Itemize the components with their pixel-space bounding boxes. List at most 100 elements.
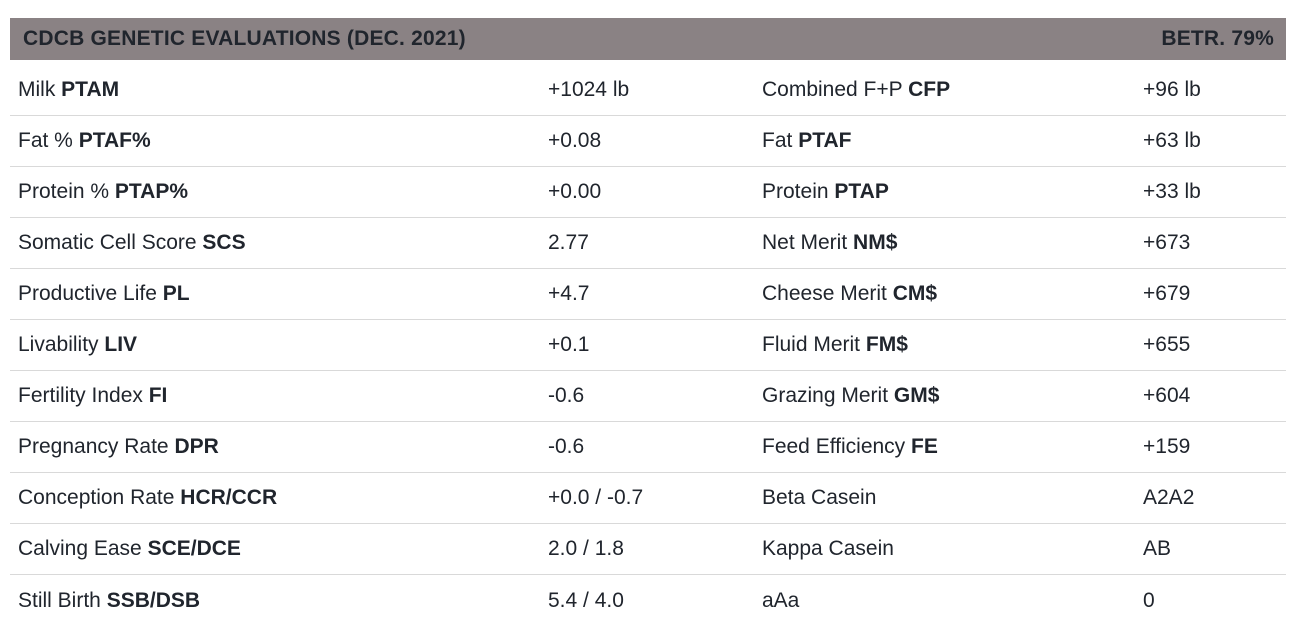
trait-right-value: +679 <box>1143 282 1191 305</box>
trait-left-abbr: FI <box>148 384 168 407</box>
trait-right: Fat PTAF <box>762 129 1143 153</box>
trait-right-name: Kappa Casein <box>762 537 894 560</box>
trait-right: Protein PTAP <box>762 180 1143 204</box>
trait-right-name: Beta Casein <box>762 486 877 509</box>
evaluations-table: Milk PTAM +1024 lb Combined F+P CFP +96 … <box>10 65 1286 626</box>
trait-left-name: Pregnancy Rate <box>18 435 169 458</box>
trait-left-abbr: SSB/DSB <box>106 588 201 612</box>
table-row: Milk PTAM +1024 lb Combined F+P CFP +96 … <box>10 65 1286 116</box>
trait-right-abbr: CM$ <box>892 282 938 305</box>
trait-left: Protein % PTAP% <box>10 180 548 204</box>
trait-left-value: 2.0 / 1.8 <box>548 537 624 560</box>
trait-left-value: +0.08 <box>548 129 602 152</box>
trait-left-abbr: PTAP% <box>114 180 189 203</box>
trait-left: Pregnancy Rate DPR <box>10 435 548 459</box>
trait-right: Fluid Merit FM$ <box>762 333 1143 357</box>
table-row: Still Birth SSB/DSB 5.4 / 4.0 aAa 0 <box>10 575 1286 626</box>
trait-left-abbr: HCR/CCR <box>180 486 278 509</box>
trait-right-value: +96 lb <box>1143 78 1201 101</box>
trait-right-name: Grazing Merit <box>762 384 889 407</box>
table-row: Pregnancy Rate DPR -0.6 Feed Efficiency … <box>10 422 1286 473</box>
trait-left-name: Milk <box>18 78 56 101</box>
trait-right-name: Net Merit <box>762 231 848 254</box>
trait-right-name: aAa <box>762 588 800 612</box>
table-row: Fat % PTAF% +0.08 Fat PTAF +63 lb <box>10 116 1286 167</box>
trait-right-abbr: FM$ <box>865 333 908 356</box>
trait-right-abbr: GM$ <box>893 384 940 407</box>
trait-left-abbr: PTAM <box>61 78 120 101</box>
trait-right-name: Cheese Merit <box>762 282 887 305</box>
trait-right-abbr: NM$ <box>853 231 898 254</box>
trait-right: Kappa Casein <box>762 537 1143 561</box>
trait-left-value: 2.77 <box>548 231 589 254</box>
trait-left-name: Livability <box>18 333 99 356</box>
trait-left-abbr: SCE/DCE <box>147 537 241 560</box>
trait-left: Conception Rate HCR/CCR <box>10 486 548 510</box>
trait-right-name: Combined F+P <box>762 78 903 101</box>
trait-left-value: +4.7 <box>548 282 590 305</box>
table-row: Protein % PTAP% +0.00 Protein PTAP +33 l… <box>10 167 1286 218</box>
trait-left-name: Conception Rate <box>18 486 175 509</box>
trait-left: Calving Ease SCE/DCE <box>10 537 548 561</box>
trait-left-name: Still Birth <box>18 588 101 612</box>
trait-left: Fertility Index FI <box>10 384 548 408</box>
trait-right-name: Fat <box>762 129 793 152</box>
trait-right: Grazing Merit GM$ <box>762 384 1143 408</box>
trait-left-abbr: PTAF% <box>78 129 151 152</box>
trait-left-name: Somatic Cell Score <box>18 231 197 254</box>
table-row: Somatic Cell Score SCS 2.77 Net Merit NM… <box>10 218 1286 269</box>
trait-right-name: Protein <box>762 180 829 203</box>
trait-left-name: Fat % <box>18 129 73 152</box>
trait-left: Still Birth SSB/DSB <box>10 589 548 613</box>
trait-right: Combined F+P CFP <box>762 78 1143 102</box>
trait-right-abbr: CFP <box>908 78 951 101</box>
reliability-badge: BETR. 79% <box>1161 27 1274 50</box>
trait-left-name: Productive Life <box>18 282 157 305</box>
trait-left-value: +0.1 <box>548 333 590 356</box>
trait-right-value: +63 lb <box>1143 129 1201 152</box>
panel-title: CDCB GENETIC EVALUATIONS (DEC. 2021) <box>23 27 466 50</box>
trait-right: Cheese Merit CM$ <box>762 282 1143 306</box>
trait-right-value: 0 <box>1143 588 1155 612</box>
trait-left-value: +0.00 <box>548 180 602 203</box>
trait-right: aAa <box>762 589 1143 613</box>
trait-left-abbr: DPR <box>174 435 219 458</box>
trait-left-name: Fertility Index <box>18 384 143 407</box>
trait-left: Milk PTAM <box>10 78 548 102</box>
trait-right-value: +159 <box>1143 435 1191 458</box>
trait-left-value: -0.6 <box>548 384 585 407</box>
trait-right: Beta Casein <box>762 486 1143 510</box>
trait-left: Livability LIV <box>10 333 548 357</box>
trait-left-value: +1024 lb <box>548 78 630 101</box>
trait-left-value: 5.4 / 4.0 <box>548 588 624 612</box>
trait-left: Fat % PTAF% <box>10 129 548 153</box>
table-row: Productive Life PL +4.7 Cheese Merit CM$… <box>10 269 1286 320</box>
table-row: Livability LIV +0.1 Fluid Merit FM$ +655 <box>10 320 1286 371</box>
trait-left-value: -0.6 <box>548 435 585 458</box>
trait-right-name: Feed Efficiency <box>762 435 906 458</box>
trait-left-name: Calving Ease <box>18 537 142 560</box>
trait-right-value: A2A2 <box>1143 486 1195 509</box>
trait-right: Feed Efficiency FE <box>762 435 1143 459</box>
panel-header: CDCB GENETIC EVALUATIONS (DEC. 2021) BET… <box>10 18 1286 60</box>
trait-left-abbr: LIV <box>104 333 138 356</box>
table-row: Calving Ease SCE/DCE 2.0 / 1.8 Kappa Cas… <box>10 524 1286 575</box>
trait-left-value: +0.0 / -0.7 <box>548 486 644 509</box>
table-row: Conception Rate HCR/CCR +0.0 / -0.7 Beta… <box>10 473 1286 524</box>
trait-right-value: +33 lb <box>1143 180 1201 203</box>
trait-right-abbr: PTAP <box>834 180 889 203</box>
trait-left: Productive Life PL <box>10 282 548 306</box>
trait-right-abbr: PTAF <box>798 129 852 152</box>
trait-left-abbr: SCS <box>202 231 246 254</box>
trait-right-name: Fluid Merit <box>762 333 861 356</box>
trait-right-value: +604 <box>1143 384 1191 407</box>
trait-left-abbr: PL <box>162 282 190 305</box>
trait-right: Net Merit NM$ <box>762 231 1143 255</box>
table-row: Fertility Index FI -0.6 Grazing Merit GM… <box>10 371 1286 422</box>
trait-left: Somatic Cell Score SCS <box>10 231 548 255</box>
trait-left-name: Protein % <box>18 180 110 203</box>
trait-right-value: +655 <box>1143 333 1191 356</box>
trait-right-value: AB <box>1143 537 1172 560</box>
trait-right-value: +673 <box>1143 231 1191 254</box>
